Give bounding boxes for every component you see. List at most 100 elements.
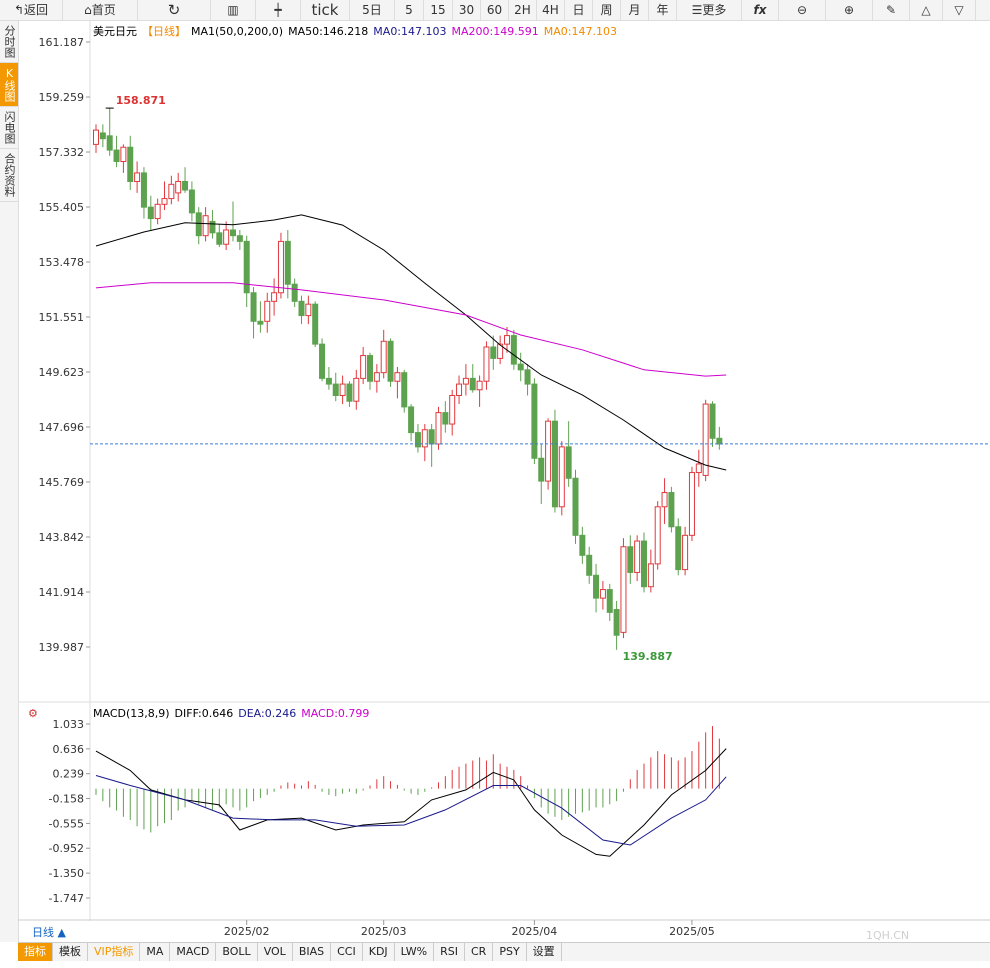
period-button[interactable]: 60 bbox=[481, 0, 509, 20]
y-tick-label: 1.033 bbox=[53, 718, 85, 731]
x-tick-label: 2025/02 bbox=[224, 925, 270, 938]
y-tick-label: 0.636 bbox=[53, 743, 85, 756]
indicator-line bbox=[95, 775, 727, 846]
indicator-tab[interactable]: VOL bbox=[258, 943, 293, 961]
candle-body bbox=[250, 292, 257, 322]
candle-body bbox=[579, 534, 586, 556]
y-tick-label: 155.405 bbox=[39, 201, 85, 214]
candle-body bbox=[668, 492, 675, 528]
period-button[interactable]: 年 bbox=[649, 0, 677, 20]
candle-body bbox=[654, 506, 661, 565]
indicator-tab[interactable]: KDJ bbox=[363, 943, 395, 961]
indicator-tab[interactable]: BIAS bbox=[293, 943, 332, 961]
down-button[interactable]: ▽ bbox=[943, 0, 976, 20]
y-tick-label: -0.952 bbox=[49, 842, 84, 855]
indicator-tab[interactable]: 指标 bbox=[18, 943, 53, 961]
candle-body bbox=[702, 403, 709, 476]
indicator-tab[interactable]: CR bbox=[465, 943, 494, 961]
candle-body bbox=[216, 232, 223, 245]
y-tick-label: -0.158 bbox=[49, 793, 84, 806]
candle-body bbox=[675, 526, 682, 571]
macd-icon[interactable]: ⚙ bbox=[28, 707, 38, 720]
period-button[interactable]: 15 bbox=[424, 0, 453, 20]
chart: ⚙ 日线 ▲ 1QH.CN 美元日元 【日线】 MA1(50,0,200,0) MA5… bbox=[18, 21, 990, 942]
side-tab[interactable]: 闪电图 bbox=[0, 107, 18, 149]
indicator-tab[interactable]: 设置 bbox=[527, 943, 562, 961]
candle-body bbox=[517, 363, 524, 371]
candle-body bbox=[709, 403, 716, 439]
y-tick-label: 141.914 bbox=[39, 586, 85, 599]
home-button[interactable]: ⌂首页 bbox=[63, 0, 138, 20]
indicator-tab[interactable]: LW% bbox=[395, 943, 435, 961]
period-button[interactable]: 月 bbox=[621, 0, 649, 20]
candle-body bbox=[332, 383, 339, 397]
period: 【日线】 bbox=[142, 24, 186, 38]
chart-title: MACD(13,8,9) bbox=[93, 707, 170, 720]
candle-body bbox=[414, 432, 421, 448]
period-button[interactable]: 2H bbox=[509, 0, 537, 20]
legend-text: MA200:149.591 bbox=[452, 25, 539, 38]
bar-chart-button[interactable]: ▥ bbox=[211, 0, 256, 20]
side-tab[interactable]: K线图 bbox=[0, 63, 18, 107]
period-button[interactable]: 日 bbox=[565, 0, 593, 20]
candle-body bbox=[476, 380, 483, 391]
up-button[interactable]: △ bbox=[910, 0, 943, 20]
candle-body bbox=[161, 198, 168, 205]
indicator-tab[interactable]: MA bbox=[140, 943, 171, 961]
period-button[interactable]: 30 bbox=[453, 0, 481, 20]
formula-button[interactable]: fx bbox=[742, 0, 779, 20]
legend-text: MA1(50,0,200,0) bbox=[191, 25, 283, 38]
candle-body bbox=[647, 563, 654, 588]
indicator-tab[interactable]: 模板 bbox=[53, 943, 88, 961]
zoom-in-button[interactable]: ⊕ bbox=[826, 0, 873, 20]
zoom-out-button[interactable]: ⊖ bbox=[779, 0, 826, 20]
candle-body bbox=[373, 372, 380, 382]
indicator-tab[interactable]: VIP指标 bbox=[88, 943, 141, 961]
indicator-tab[interactable]: CCI bbox=[331, 943, 363, 961]
candle-body bbox=[408, 406, 415, 434]
candle-body bbox=[339, 383, 346, 397]
candle-body bbox=[641, 540, 647, 588]
candle-body bbox=[449, 395, 456, 425]
candle-body bbox=[572, 477, 579, 536]
indicator-tab[interactable]: RSI bbox=[434, 943, 465, 961]
back-button[interactable]: ↰返回 bbox=[0, 0, 63, 20]
period-button[interactable]: 5日 bbox=[350, 0, 395, 20]
low-label: 139.887 bbox=[623, 650, 673, 663]
more-button[interactable]: ☰更多 bbox=[677, 0, 742, 20]
candle-button[interactable]: ┿ bbox=[256, 0, 301, 20]
indicator-tab[interactable]: MACD bbox=[170, 943, 217, 961]
candle-body bbox=[695, 463, 702, 474]
indicator-tab[interactable]: PSY bbox=[493, 943, 527, 961]
header-text: 美元日元 【日线】 MA1(50,0,200,0) MA50:146.218 MA0:1… bbox=[93, 24, 617, 38]
candle-body bbox=[401, 372, 408, 408]
indicator-tab[interactable]: BOLL bbox=[216, 943, 258, 961]
x-tick-label: 2025/04 bbox=[512, 925, 558, 938]
candle-body bbox=[134, 172, 141, 182]
candle-body bbox=[284, 240, 291, 285]
candle-body bbox=[510, 335, 517, 365]
period-label[interactable]: 日线 ▲ bbox=[32, 925, 66, 939]
candle-body bbox=[483, 346, 490, 382]
candle-body bbox=[305, 303, 312, 317]
period-button[interactable]: 4H bbox=[537, 0, 565, 20]
candle-body bbox=[195, 212, 202, 237]
candle-body bbox=[394, 372, 401, 382]
candle-body bbox=[113, 149, 120, 162]
period-button[interactable]: 周 bbox=[593, 0, 621, 20]
side-tab[interactable]: 合约资料 bbox=[0, 149, 18, 202]
candle-body bbox=[209, 220, 216, 234]
tick-button[interactable]: tick bbox=[301, 0, 350, 20]
refresh-button[interactable]: ↻ bbox=[138, 0, 211, 20]
candle-body bbox=[456, 383, 463, 397]
y-tick-label: -1.747 bbox=[49, 892, 84, 905]
candle-body bbox=[627, 546, 634, 573]
legend-text: DIFF:0.646 bbox=[175, 707, 234, 720]
candle-body bbox=[524, 369, 531, 385]
candle-body bbox=[230, 229, 236, 237]
period-button[interactable]: 5 bbox=[395, 0, 424, 20]
draw-button[interactable]: ✎ bbox=[873, 0, 910, 20]
side-tab[interactable]: 分时图 bbox=[0, 21, 18, 63]
candle-body bbox=[428, 429, 435, 445]
candle-body bbox=[497, 343, 504, 359]
